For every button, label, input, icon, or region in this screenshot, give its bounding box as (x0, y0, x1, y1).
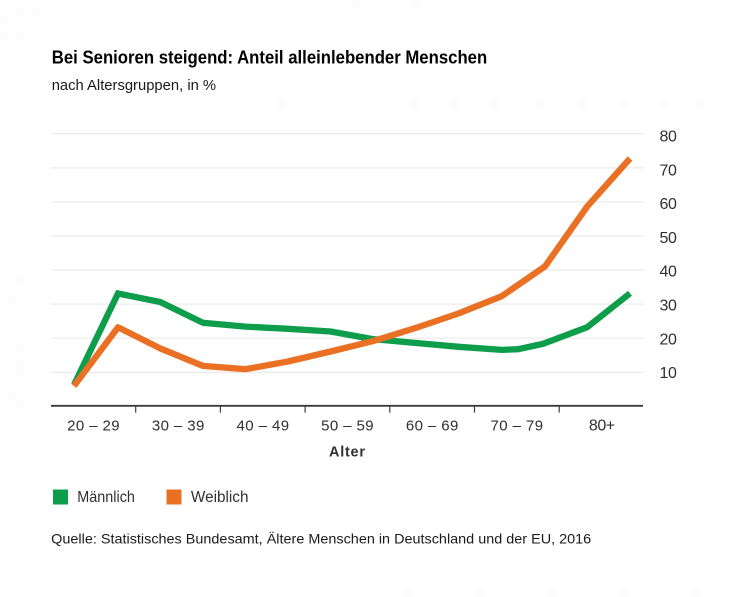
svg-text:10: 10 (660, 365, 677, 382)
svg-text:60 – 69: 60 – 69 (406, 418, 459, 435)
svg-text:70 – 79: 70 – 79 (491, 418, 544, 435)
svg-text:50: 50 (660, 230, 677, 247)
svg-text:80+: 80+ (589, 418, 615, 435)
svg-text:30: 30 (660, 298, 677, 315)
svg-text:nach Altersgruppen, in %: nach Altersgruppen, in % (52, 77, 216, 94)
svg-text:Alter: Alter (329, 445, 365, 461)
svg-text:Bei Senioren steigend: Anteil: Bei Senioren steigend: Anteil alleinlebe… (52, 48, 487, 68)
svg-text:20: 20 (660, 331, 677, 348)
svg-text:40 – 49: 40 – 49 (237, 418, 290, 435)
svg-text:50 – 59: 50 – 59 (321, 418, 374, 435)
svg-text:80: 80 (660, 129, 677, 146)
svg-text:20 – 29: 20 – 29 (67, 418, 119, 435)
svg-text:70: 70 (660, 162, 677, 179)
svg-text:Männlich: Männlich (77, 489, 135, 506)
svg-text:30 – 39: 30 – 39 (152, 418, 205, 435)
svg-text:40: 40 (660, 264, 677, 281)
svg-text:60: 60 (660, 196, 677, 213)
svg-text:Weiblich: Weiblich (191, 489, 249, 506)
svg-text:Quelle: Statistisches Bundesam: Quelle: Statistisches Bundesamt, Ältere … (51, 530, 591, 546)
